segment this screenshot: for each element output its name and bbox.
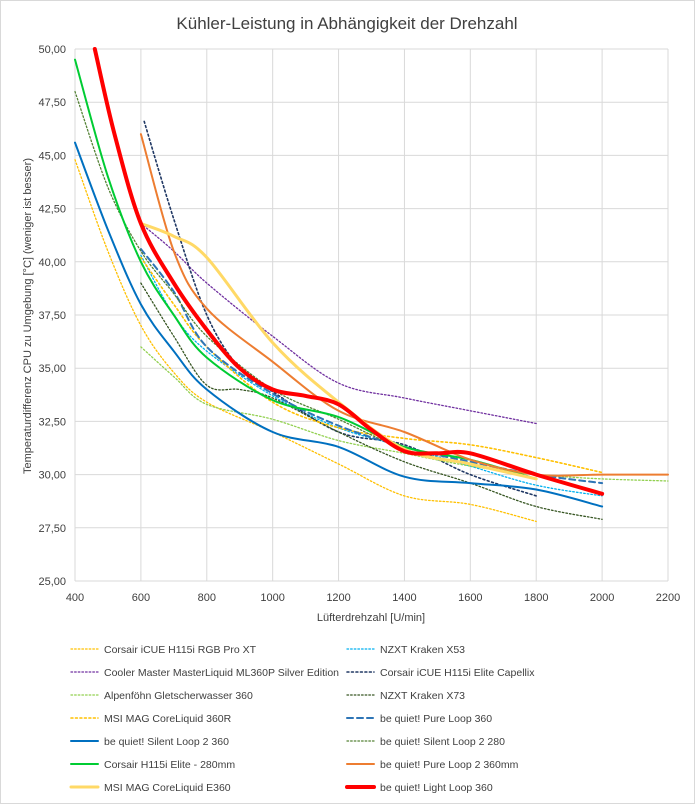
gridlines [74, 48, 669, 582]
legend-label-9: be quiet! Silent Loop 2 280 [380, 736, 505, 748]
legend-label-0: Corsair iCUE H115i RGB Pro XT [104, 644, 257, 656]
legend-label-6: MSI MAG CoreLiquid 360R [104, 713, 232, 725]
y-tick-label: 35,00 [38, 363, 66, 375]
legend-label-4: Alpenföhn Gletscherwasser 360 [104, 690, 253, 702]
y-axis-label: Temperaturdifferenz CPU zu Umgebung [°C]… [22, 158, 34, 474]
legend-label-12: MSI MAG CoreLiquid E360 [104, 782, 231, 794]
series-line-4 [140, 346, 669, 482]
y-axis-ticks: 25,00 27,50 30,00 32,50 35,00 37,50 40,00 42,50… [38, 44, 66, 588]
x-tick-label: 800 [198, 592, 216, 604]
series-line-13 [92, 47, 605, 496]
series-line-6 [140, 256, 603, 474]
legend-label-11: be quiet! Pure Loop 2 360mm [380, 759, 519, 771]
series-lines [74, 47, 669, 523]
legend-label-8: be quiet! Silent Loop 2 360 [104, 736, 229, 748]
series-line-8 [74, 141, 604, 508]
y-tick-label: 42,50 [38, 204, 66, 216]
x-tick-label: 1000 [260, 592, 284, 604]
x-tick-label: 2000 [590, 592, 614, 604]
series-line-0 [74, 159, 537, 523]
legend-label-5: NZXT Kraken X73 [380, 690, 465, 702]
series-line-12 [139, 222, 538, 481]
y-tick-label: 47,50 [38, 97, 66, 109]
legend-label-2: Cooler Master MasterLiquid ML360P Silver… [104, 667, 339, 679]
x-tick-label: 600 [132, 592, 150, 604]
y-tick-label: 27,50 [38, 523, 66, 535]
x-tick-label: 400 [66, 592, 84, 604]
series-line-1 [140, 254, 603, 497]
series-line-2 [140, 222, 537, 425]
legend-label-3: Corsair iCUE H115i Elite Capellix [380, 667, 535, 679]
legend-label-7: be quiet! Pure Loop 360 [380, 713, 492, 725]
x-tick-label: 1400 [392, 592, 416, 604]
y-tick-label: 50,00 [38, 44, 66, 56]
x-tick-label: 2200 [656, 592, 680, 604]
y-tick-label: 32,50 [38, 416, 66, 428]
legend-label-10: Corsair H115i Elite - 280mm [104, 759, 235, 771]
y-tick-label: 40,00 [38, 257, 66, 269]
y-tick-label: 45,00 [38, 150, 66, 162]
x-tick-label: 1200 [326, 592, 350, 604]
y-tick-label: 25,00 [38, 576, 66, 588]
chart-title: Kühler-Leistung in Abhängigkeit der Dreh… [176, 14, 517, 33]
series-line-5 [140, 282, 603, 520]
y-tick-label: 37,50 [38, 310, 66, 322]
y-tick-label: 30,00 [38, 470, 66, 482]
x-tick-label: 1600 [458, 592, 482, 604]
x-axis-label: Lüfterdrehzahl [U/min] [317, 612, 425, 624]
x-tick-label: 1800 [524, 592, 548, 604]
legend-label-13: be quiet! Light Loop 360 [380, 782, 493, 794]
legend-label-1: NZXT Kraken X53 [380, 644, 465, 656]
legend: Corsair iCUE H115i RGB Pro XT NZXT Kraken… [69, 644, 535, 794]
series-line-3 [143, 120, 537, 497]
x-axis-ticks: 400 600 800 1000 1200 1400 1600 1800 2000 2200 [66, 592, 680, 604]
